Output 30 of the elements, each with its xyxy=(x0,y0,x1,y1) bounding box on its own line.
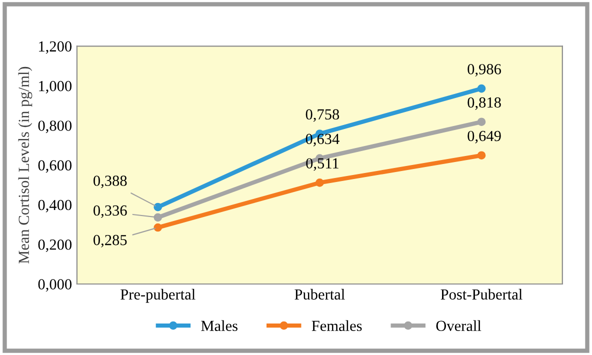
data-label: 0,634 xyxy=(306,134,340,146)
y-tick-label: 1,000 xyxy=(39,80,72,94)
point xyxy=(477,84,486,93)
point xyxy=(154,223,162,232)
y-axis-title: Mean Cortisol Levels (in pg/ml) xyxy=(18,66,32,264)
data-label: 0,758 xyxy=(306,109,340,122)
y-tick-label: 0,800 xyxy=(38,120,72,134)
point xyxy=(477,118,486,126)
y-tick-label: 0,200 xyxy=(38,240,72,252)
point xyxy=(316,178,324,187)
y-tick-label: 0,000 xyxy=(38,279,72,292)
y-tick-label: 0,600 xyxy=(38,160,72,173)
data-label: 0,986 xyxy=(468,64,502,77)
y-tick-label: 1,200 xyxy=(39,41,72,54)
point xyxy=(154,213,162,222)
x-tick-label: Pubertal xyxy=(294,288,345,300)
point xyxy=(477,151,486,160)
data-label: 0,649 xyxy=(468,130,501,144)
legend-label: Overall xyxy=(436,320,482,332)
x-tick-label: Pre-pubertal xyxy=(120,288,196,303)
legend-label: Females xyxy=(312,320,362,332)
data-label: 0,336 xyxy=(94,205,127,218)
y-tick-label: 0,400 xyxy=(38,200,72,212)
point xyxy=(154,202,162,212)
data-label: 0,511 xyxy=(306,158,338,171)
x-tick-label: Post-Pubertal xyxy=(440,288,522,300)
data-label: 0,388 xyxy=(94,176,127,188)
legend-label: Males xyxy=(201,320,238,332)
data-label: 0,285 xyxy=(94,234,127,248)
data-label: 0,818 xyxy=(468,97,501,110)
